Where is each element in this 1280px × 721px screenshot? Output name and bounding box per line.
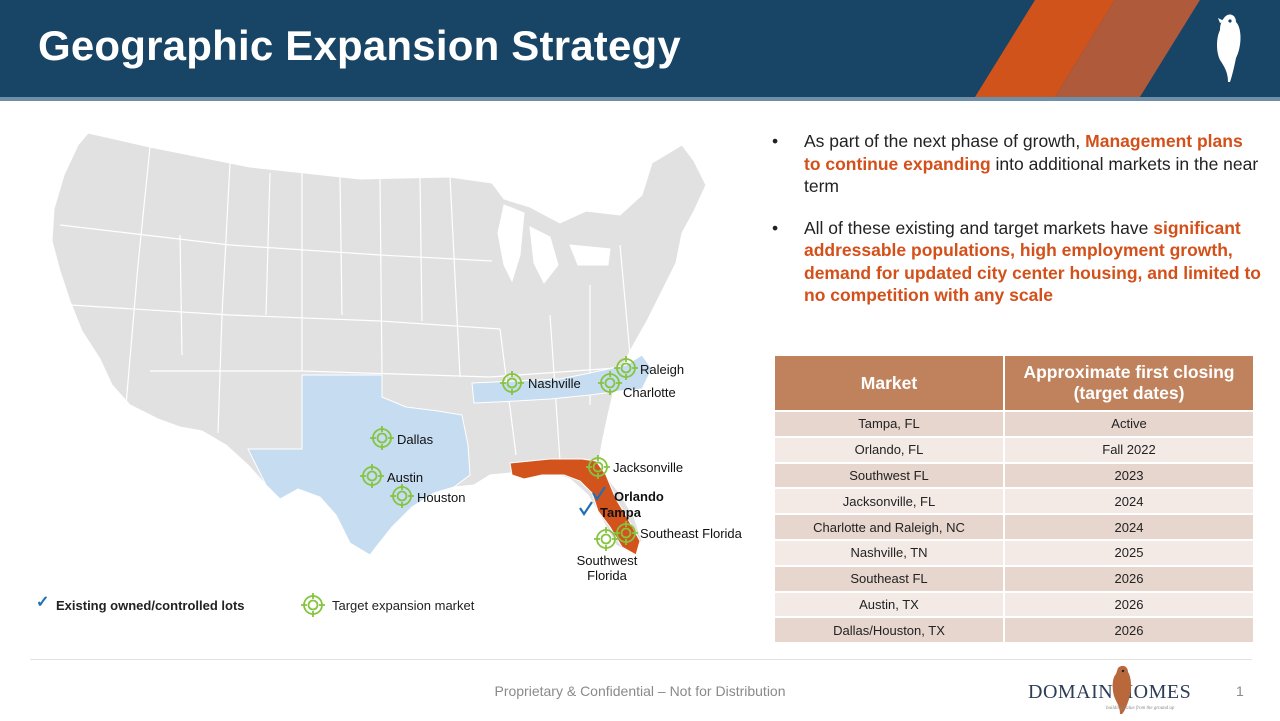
- legend-target-label: Target expansion market: [332, 598, 475, 613]
- bullet-1-post: into additional markets in the near term: [804, 153, 1259, 197]
- cell-market: Nashville, TN: [775, 538, 1005, 566]
- label-southwest-line1: Southwest: [576, 553, 638, 568]
- us-map-graphic: [51, 132, 707, 556]
- bullet-1-highlight: Management plans to continue expanding: [804, 131, 1243, 174]
- col-first-closing: Approximate first closing (target dates): [1004, 356, 1253, 411]
- label-jacksonville: Jacksonville: [613, 460, 684, 475]
- bullet-2-pre: All of these existing and target markets…: [804, 217, 1149, 238]
- footer-divider: [30, 659, 1252, 660]
- cell-date: 2026: [1004, 564, 1253, 592]
- logo-wordmark: Domain Homes: [1028, 681, 1192, 703]
- bullet-dot: •: [772, 131, 779, 151]
- target-icon: [301, 593, 325, 617]
- checkmark-icon: ✓: [36, 594, 50, 611]
- table-row: Orlando, FL Fall 2022: [775, 435, 1253, 463]
- company-logo: Domain Homes building value from the gro…: [1028, 660, 1218, 718]
- label-raleigh: Raleigh: [640, 362, 685, 377]
- col-market: Market: [775, 356, 1005, 411]
- cell-date: 2026: [1004, 590, 1253, 618]
- table-row: Charlotte and Raleigh, NC 2024: [775, 513, 1253, 540]
- label-charlotte: Charlotte: [623, 385, 676, 400]
- cell-date: 2026: [1004, 616, 1253, 643]
- bullet-item-1: • As part of the next phase of growth, M…: [772, 130, 1262, 198]
- table-row: Austin, TX 2026: [775, 590, 1253, 618]
- label-austin: Austin: [387, 470, 424, 485]
- bullet-2-highlight: significant addressable populations, hig…: [804, 217, 1261, 306]
- label-southwest-florida: Southwest Florida: [573, 553, 641, 583]
- cell-date: Fall 2022: [1004, 435, 1253, 463]
- label-houston: Houston: [417, 490, 466, 505]
- page-title: Geographic Expansion Strategy: [38, 22, 681, 69]
- cell-date: 2024: [1004, 513, 1253, 540]
- cell-date: 2023: [1004, 461, 1253, 489]
- check-tampa-icon: [579, 501, 593, 516]
- cell-market: Austin, TX: [775, 590, 1005, 618]
- table-row: Southwest FL 2023: [775, 461, 1253, 489]
- cell-market: Southwest FL: [775, 461, 1005, 489]
- cell-market: Southeast FL: [775, 564, 1005, 592]
- label-dallas: Dallas: [397, 432, 434, 447]
- table-row: Nashville, TN 2025: [775, 538, 1253, 566]
- logo-bird-icon: [1112, 665, 1131, 714]
- table-row: Jacksonville, FL 2024: [775, 487, 1253, 515]
- cell-market: Dallas/Houston, TX: [775, 616, 1005, 643]
- label-nashville: Nashville: [528, 376, 581, 391]
- label-southeast-florida: Southeast Florida: [640, 526, 742, 541]
- bullet-dot: •: [772, 217, 779, 238]
- legend-existing-label: Existing owned/controlled lots: [56, 598, 245, 613]
- header-divider: [0, 97, 1280, 101]
- cell-date: 2025: [1004, 538, 1253, 566]
- footer-confidential: Proprietary & Confidential – Not for Dis…: [494, 683, 786, 699]
- us-map: Raleigh Nashville Charlotte Dallas Austi…: [30, 115, 750, 595]
- cell-market: Charlotte and Raleigh, NC: [775, 513, 1005, 540]
- target-icons: [360, 356, 638, 551]
- label-tampa: Tampa: [600, 505, 641, 520]
- label-orlando: Orlando: [614, 489, 664, 504]
- header-accent: [975, 0, 1280, 97]
- table-row: Dallas/Houston, TX 2026: [775, 616, 1253, 643]
- bullet-1-pre: As part of the next phase of growth,: [804, 131, 1081, 151]
- cell-market: Orlando, FL: [775, 435, 1005, 463]
- table-header-row: Market Approximate first closing (target…: [775, 356, 1253, 411]
- label-southwest-line2: Florida: [587, 568, 627, 583]
- check-orlando-icon: [592, 486, 606, 501]
- page-number: 1: [1236, 683, 1244, 699]
- table-row: Tampa, FL Active: [775, 410, 1253, 437]
- cell-date: 2024: [1004, 487, 1253, 515]
- cell-market: Tampa, FL: [775, 410, 1005, 437]
- bullet-list: • As part of the next phase of growth, M…: [772, 130, 1262, 326]
- bullet-item-2: • All of these existing and target marke…: [772, 217, 1262, 307]
- bird-logo-icon: [1217, 14, 1241, 82]
- cell-date: Active: [1004, 410, 1253, 437]
- market-table: Market Approximate first closing (target…: [775, 356, 1253, 643]
- cell-market: Jacksonville, FL: [775, 487, 1005, 515]
- table-row: Southeast FL 2026: [775, 564, 1253, 592]
- header-bar: Geographic Expansion Strategy: [0, 0, 1280, 97]
- logo-tagline: building value from the ground up: [1106, 706, 1175, 711]
